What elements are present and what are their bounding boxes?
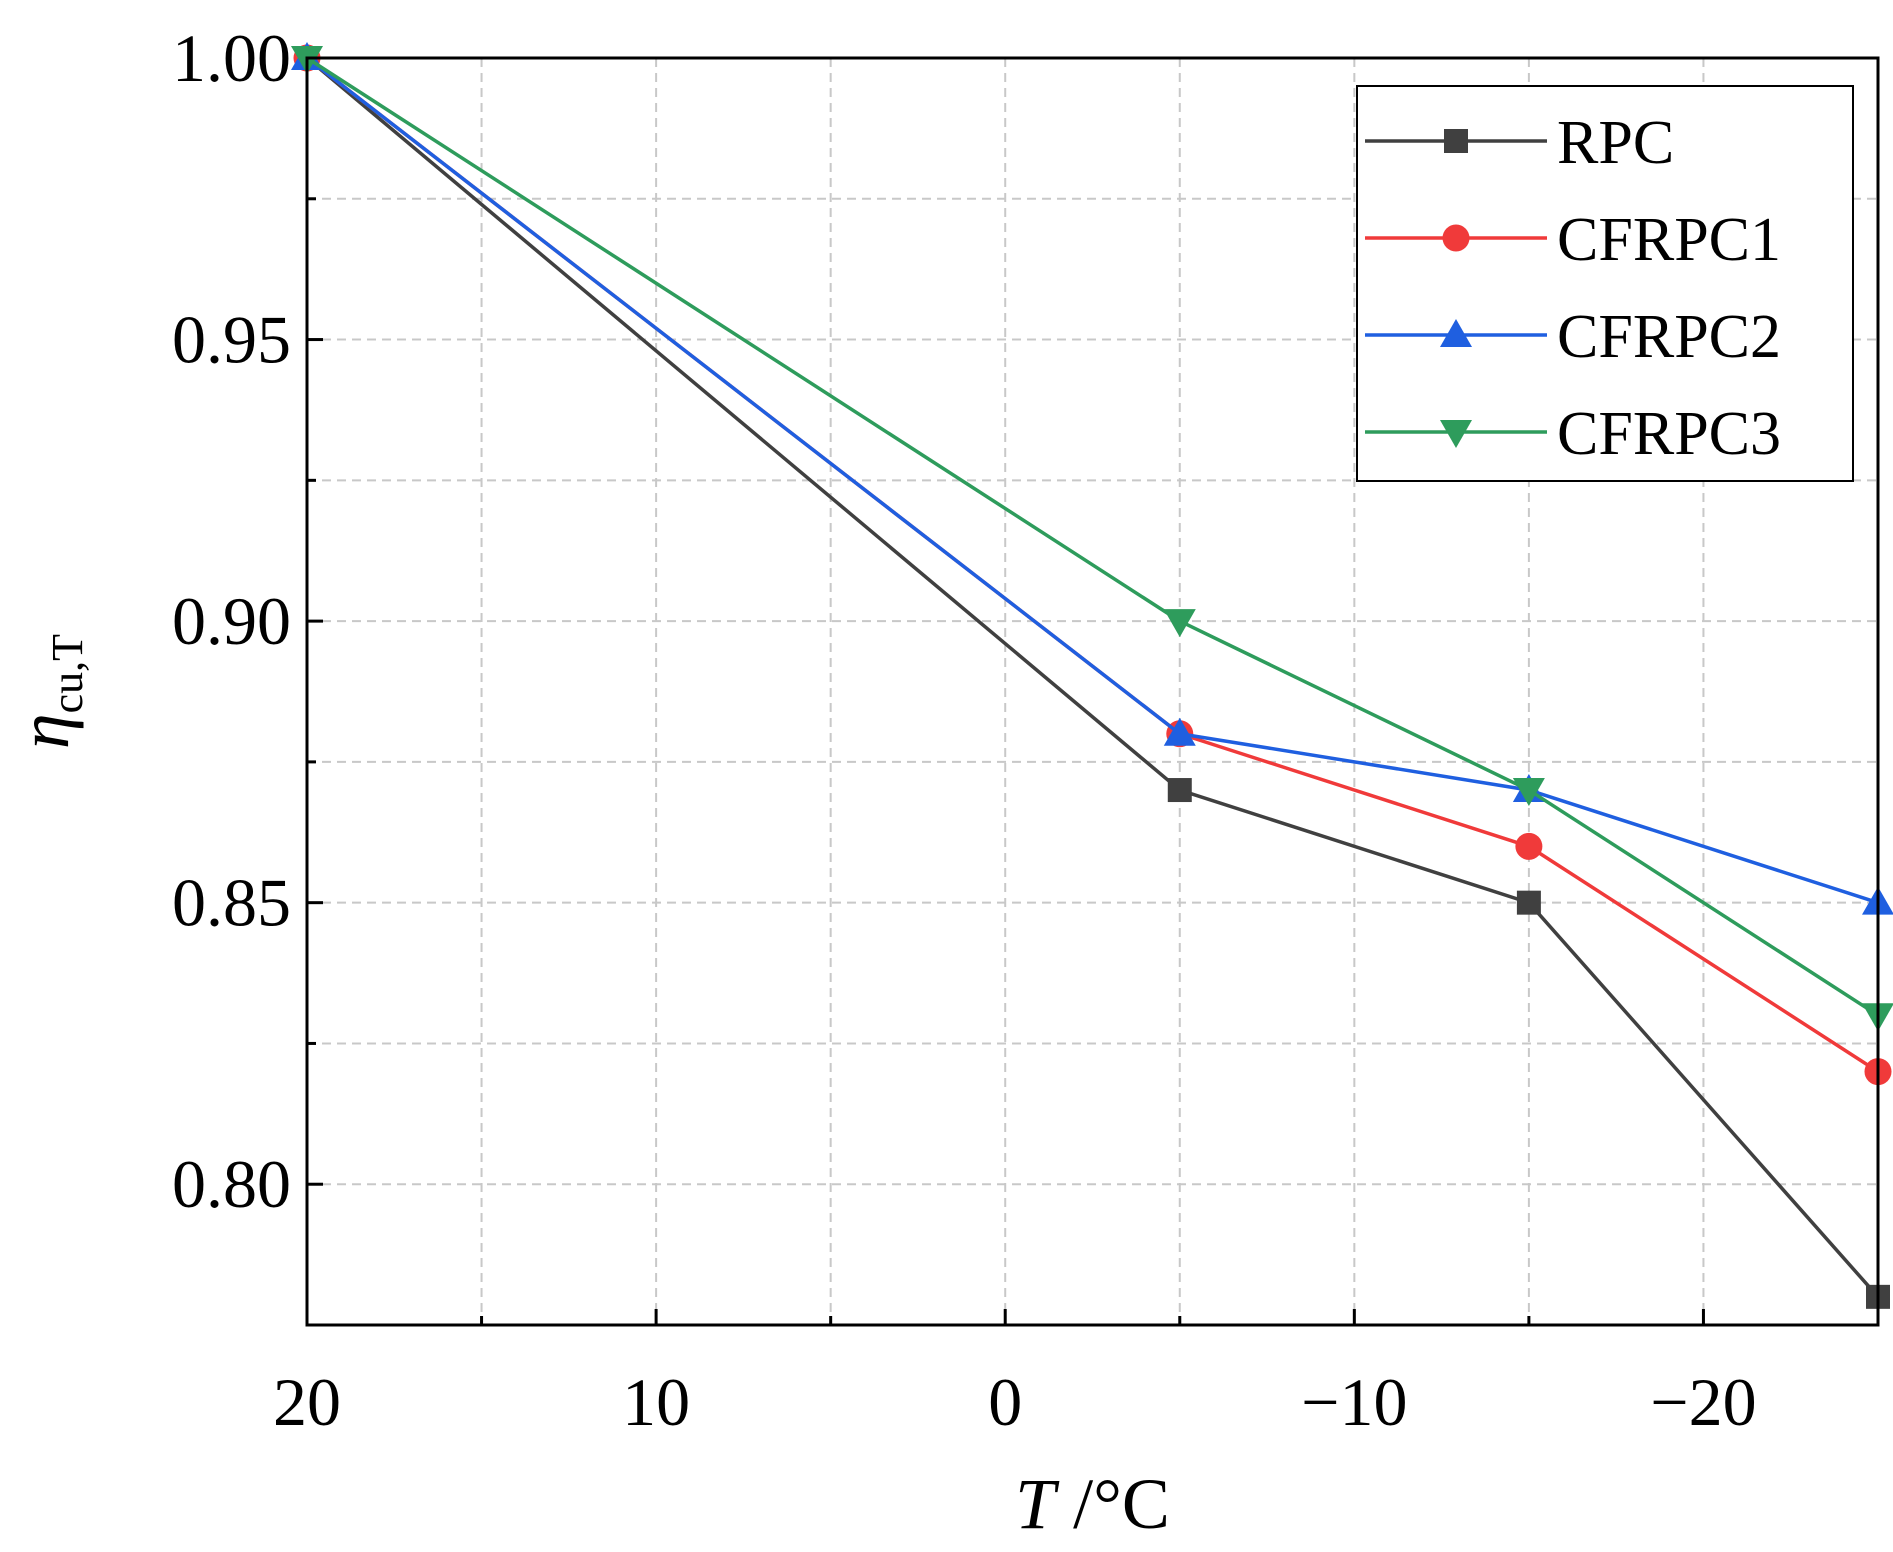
x-tick-label: 10 <box>622 1364 690 1440</box>
legend-marker-cfrpc1 <box>1442 224 1470 252</box>
legend-marker-cfrpc3 <box>1440 420 1472 448</box>
y-tick-label: 1.00 <box>172 20 291 96</box>
x-tick-label: 0 <box>988 1364 1022 1440</box>
x-tick-label: −10 <box>1301 1364 1407 1440</box>
series-layer <box>291 42 1893 1309</box>
x-tick-label: 20 <box>273 1364 341 1440</box>
legend-marker-rpc <box>1444 129 1468 153</box>
legend-box <box>1356 85 1854 482</box>
y-tick-label: 0.80 <box>172 1146 291 1222</box>
x-tick-label: −20 <box>1650 1364 1756 1440</box>
y-tick-label: 0.95 <box>172 302 291 378</box>
data-point-cfrpc2 <box>1163 717 1196 746</box>
axis-ticks: 20 10 0 −10 −20 0.80 0.85 0.90 0.95 1.00 <box>172 20 1757 1440</box>
series-line-cfrpc2 <box>305 56 1879 905</box>
legend-label-rpc: RPC <box>1557 109 1674 177</box>
x-axis-title: T /°C <box>1015 1464 1170 1544</box>
legend: RPC CFRPC1 CFRPC2 CFRPC3 <box>1356 85 1854 482</box>
x-axis-title-symbol: T <box>1015 1464 1060 1544</box>
y-axis-title-subscript: cu,T <box>43 634 92 714</box>
y-tick-label: 0.90 <box>172 583 291 659</box>
data-point-rpc <box>1516 890 1541 915</box>
grid-lines <box>307 58 1878 1325</box>
y-tick-label: 0.85 <box>172 865 291 941</box>
legend-label-cfrpc2: CFRPC2 <box>1557 303 1781 371</box>
x-axis-title-unit: /°C <box>1055 1464 1170 1544</box>
legend-label-cfrpc1: CFRPC1 <box>1557 206 1781 274</box>
data-point-cfrpc3 <box>1512 778 1545 807</box>
data-point-rpc <box>1167 778 1192 803</box>
y-axis-title: ηcu,T <box>4 634 92 749</box>
data-point-cfrpc1 <box>1515 832 1543 860</box>
series-line-rpc <box>305 56 1880 1299</box>
legend-marker-cfrpc2 <box>1440 319 1472 347</box>
plot-frame <box>305 56 1880 1327</box>
y-axis-title-symbol: η <box>4 713 84 749</box>
series-line-cfrpc3 <box>306 56 1879 1017</box>
legend-label-cfrpc3: CFRPC3 <box>1557 400 1781 468</box>
data-point-cfrpc3 <box>1163 609 1196 638</box>
